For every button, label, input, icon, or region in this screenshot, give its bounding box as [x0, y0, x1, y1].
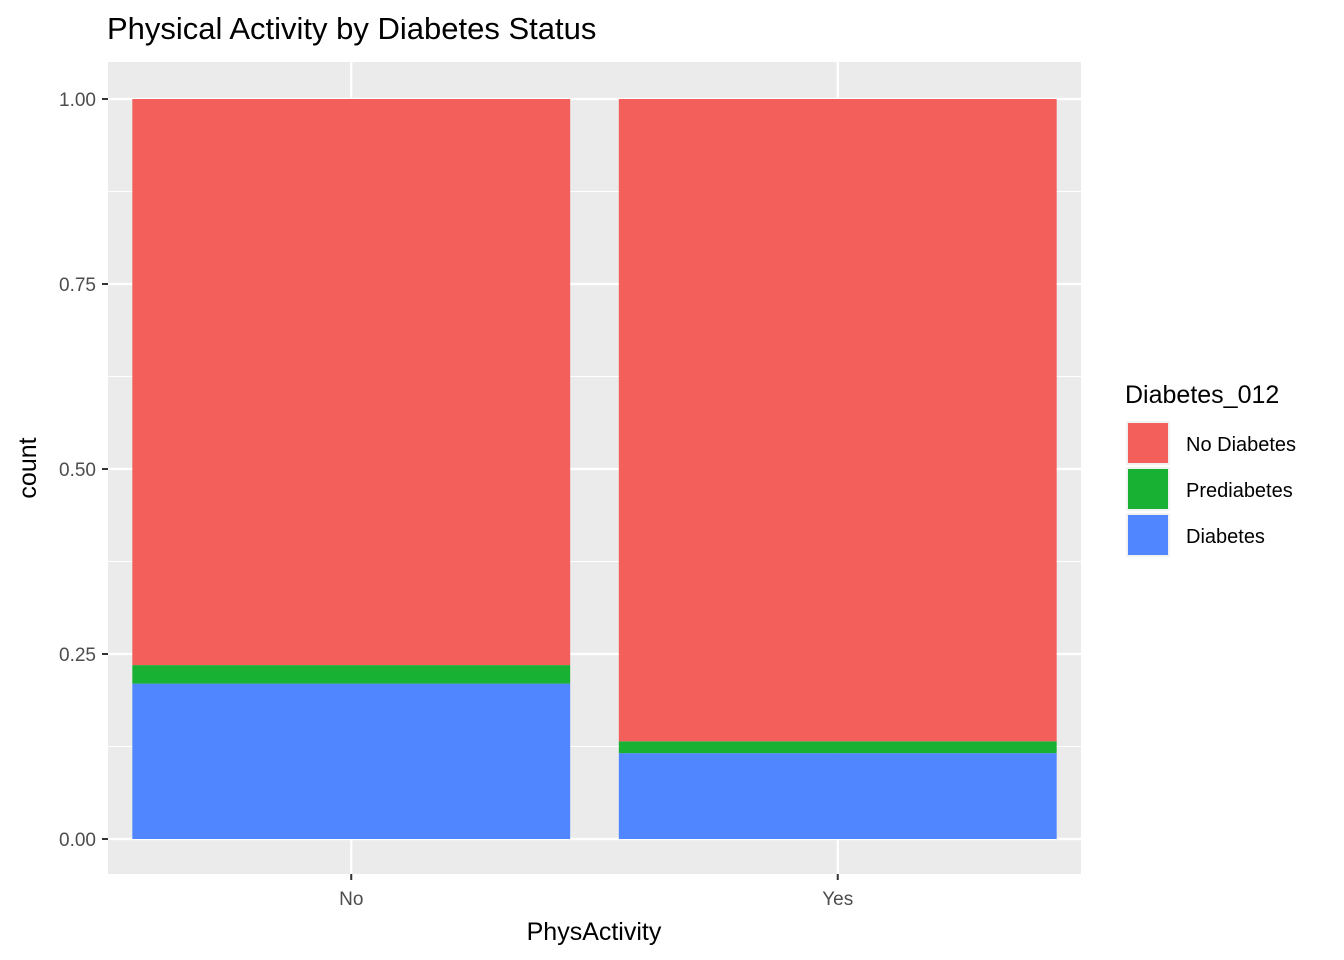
bar-prediabetes-yes — [618, 741, 1057, 754]
legend-title: Diabetes_012 — [1125, 381, 1279, 409]
y-tick-label: 0.75 — [59, 275, 96, 296]
legend-swatch-no-diabetes — [1128, 423, 1168, 463]
bar-diabetes-no — [132, 683, 571, 839]
x-axis-label: PhysActivity — [527, 918, 662, 946]
y-tick-label: 1.00 — [59, 90, 96, 111]
legend-swatch-diabetes — [1128, 515, 1168, 555]
y-axis-label: count — [14, 437, 42, 498]
y-axis: 0.00 0.25 0.50 0.75 1.00 — [59, 90, 108, 851]
legend-label: Prediabetes — [1186, 480, 1293, 502]
bar-prediabetes-no — [132, 665, 571, 684]
bar-no-diabetes-no — [132, 99, 571, 666]
bar-diabetes-yes — [618, 753, 1057, 839]
legend-label: Diabetes — [1186, 526, 1265, 548]
y-tick-label: 0.50 — [59, 460, 96, 481]
x-tick-label: No — [339, 889, 363, 910]
x-axis: No Yes — [339, 874, 853, 910]
bars — [132, 99, 1057, 839]
legend-label: No Diabetes — [1186, 434, 1296, 456]
x-tick-label: Yes — [822, 889, 853, 910]
legend: Diabetes_012 No Diabetes Prediabetes Diabe… — [1125, 381, 1296, 557]
chart-title: Physical Activity by Diabetes Status — [107, 11, 596, 46]
y-tick-label: 0.00 — [59, 830, 96, 851]
bar-no-diabetes-yes — [618, 99, 1057, 742]
y-tick-label: 0.25 — [59, 645, 96, 666]
legend-swatch-prediabetes — [1128, 469, 1168, 509]
